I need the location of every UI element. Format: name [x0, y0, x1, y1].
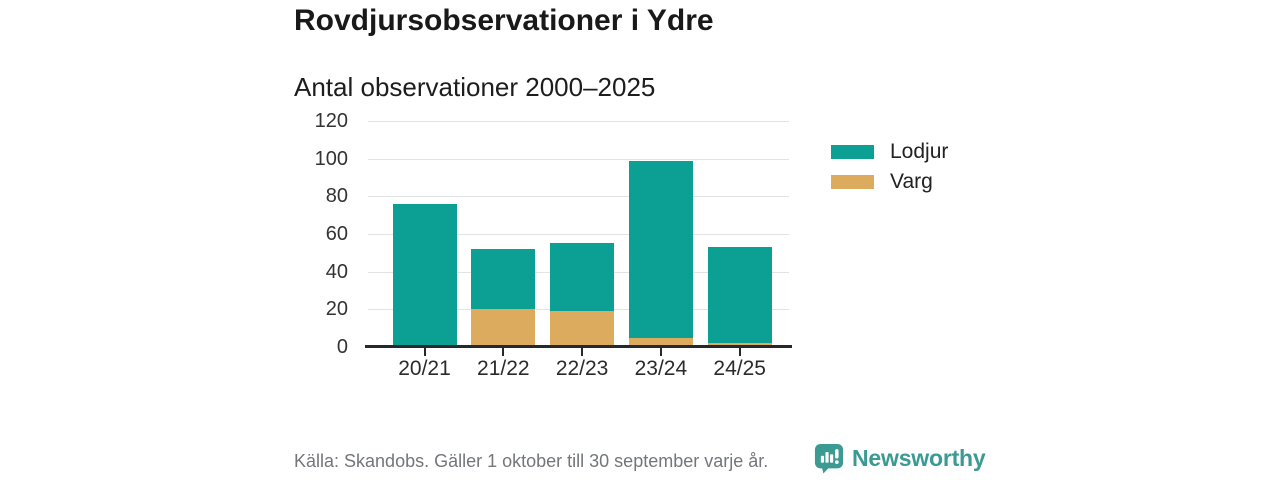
y-tick-label: 120 — [314, 110, 348, 132]
x-tick-label: 21/22 — [477, 357, 530, 380]
x-axis-line — [365, 345, 792, 348]
legend-label: Lodjur — [890, 139, 949, 163]
gridline — [368, 121, 789, 122]
bar-segment-varg — [550, 311, 615, 347]
newsworthy-wordmark: Newsworthy — [852, 445, 986, 471]
y-tick-label: 0 — [336, 336, 348, 358]
legend-label: Varg — [890, 169, 933, 193]
x-tick-mark — [581, 348, 584, 356]
chart-subtitle: Antal observationer 2000–2025 — [294, 72, 656, 102]
x-tick-label: 20/21 — [398, 357, 451, 380]
chart-title: Rovdjursobservationer i Ydre — [294, 4, 714, 37]
legend-swatch — [831, 144, 874, 159]
y-tick-label: 20 — [325, 298, 348, 321]
bar-segment-varg — [471, 309, 536, 347]
gridline — [368, 234, 789, 235]
y-tick-label: 60 — [325, 223, 348, 245]
bar-segment-lodjur — [628, 160, 693, 338]
x-tick-label: 23/24 — [634, 357, 688, 380]
legend-item: Varg — [831, 168, 948, 195]
x-tick-mark — [659, 348, 662, 356]
y-tick-label: 80 — [325, 185, 348, 208]
plot-area — [368, 121, 789, 347]
y-tick-label: 100 — [314, 147, 348, 170]
x-tick-mark — [738, 348, 741, 356]
bar-segment-lodjur — [392, 203, 457, 347]
bar-segment-lodjur — [550, 243, 615, 312]
x-tick-label: 24/25 — [713, 357, 766, 380]
source-note: Källa: Skandobs. Gäller 1 oktober till 3… — [294, 451, 769, 471]
legend-swatch — [831, 174, 874, 189]
gridline — [368, 158, 789, 160]
bar-segment-lodjur — [471, 249, 536, 310]
legend-item: Lodjur — [831, 138, 948, 165]
x-tick-mark — [502, 348, 505, 356]
legend: Lodjur Varg — [831, 138, 948, 195]
x-tick-mark — [423, 348, 426, 356]
newsworthy-brand: Newsworthy — [814, 443, 986, 474]
gridline — [368, 196, 789, 198]
y-tick-label: 40 — [325, 260, 348, 283]
x-tick-label: 22/23 — [555, 357, 609, 380]
bar-segment-lodjur — [707, 247, 772, 344]
bar-segment-varg — [628, 337, 693, 347]
newsworthy-logo-icon — [814, 443, 844, 474]
